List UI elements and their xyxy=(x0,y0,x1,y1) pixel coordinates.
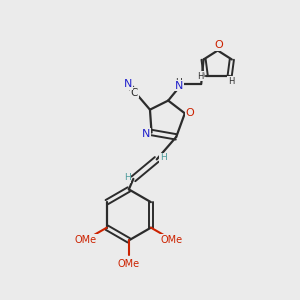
Text: OMe: OMe xyxy=(75,235,97,244)
Text: N: N xyxy=(175,81,184,91)
Text: H: H xyxy=(124,173,131,182)
Text: N: N xyxy=(142,129,150,139)
Text: N: N xyxy=(124,79,132,89)
Text: H: H xyxy=(160,153,167,162)
Text: H: H xyxy=(228,77,234,86)
Text: OMe: OMe xyxy=(161,235,183,244)
Text: OMe: OMe xyxy=(118,260,140,269)
Text: H: H xyxy=(175,78,182,87)
Text: O: O xyxy=(185,108,194,118)
Text: O: O xyxy=(214,40,223,50)
Text: C: C xyxy=(130,88,138,98)
Text: H: H xyxy=(197,72,203,81)
